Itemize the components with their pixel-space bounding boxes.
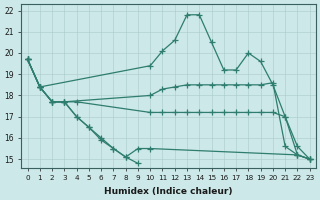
X-axis label: Humidex (Indice chaleur): Humidex (Indice chaleur) xyxy=(104,187,233,196)
